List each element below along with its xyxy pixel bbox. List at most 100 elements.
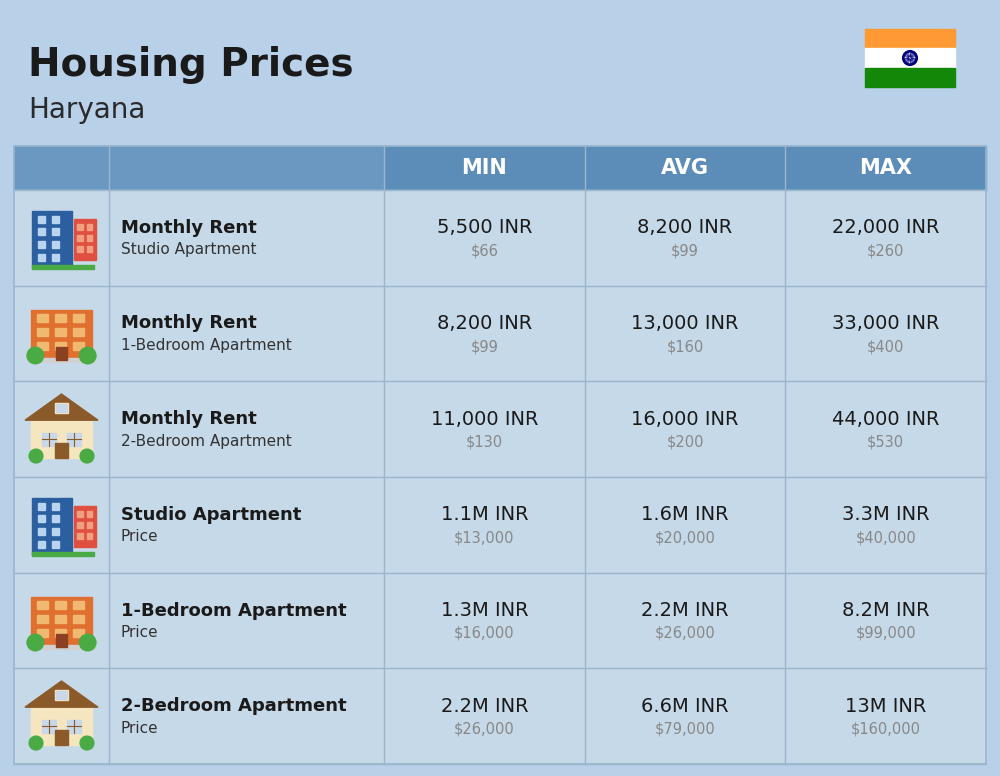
Text: $99: $99 xyxy=(470,339,498,354)
Bar xyxy=(55,730,68,745)
Bar xyxy=(73,601,84,609)
Bar xyxy=(55,601,66,609)
Bar xyxy=(52,216,59,223)
Text: Monthly Rent: Monthly Rent xyxy=(121,219,257,237)
Bar xyxy=(52,528,59,535)
Text: 1.1M INR: 1.1M INR xyxy=(441,505,528,525)
Text: $79,000: $79,000 xyxy=(655,722,715,736)
Text: 8,200 INR: 8,200 INR xyxy=(637,218,733,237)
Bar xyxy=(74,506,96,547)
Bar xyxy=(55,629,66,637)
Text: $99,000: $99,000 xyxy=(855,626,916,641)
Bar xyxy=(31,597,92,646)
Text: 11,000 INR: 11,000 INR xyxy=(431,410,538,428)
Bar xyxy=(14,146,384,190)
Bar xyxy=(52,228,59,235)
Text: $400: $400 xyxy=(867,339,904,354)
Bar xyxy=(14,573,986,668)
Text: Haryana: Haryana xyxy=(28,96,145,124)
Bar xyxy=(42,720,56,733)
Bar xyxy=(52,541,59,548)
Bar xyxy=(42,433,56,445)
Circle shape xyxy=(80,736,94,750)
Bar xyxy=(14,190,986,286)
Bar xyxy=(37,629,48,637)
Bar xyxy=(865,68,955,87)
Bar xyxy=(73,314,84,323)
Bar xyxy=(37,615,48,623)
Bar xyxy=(32,211,72,268)
Bar xyxy=(87,223,92,230)
Text: $20,000: $20,000 xyxy=(655,530,715,546)
Circle shape xyxy=(27,634,44,651)
Bar xyxy=(77,223,83,230)
Text: $26,000: $26,000 xyxy=(655,626,715,641)
Text: Price: Price xyxy=(121,529,159,544)
Text: 2.2M INR: 2.2M INR xyxy=(441,697,528,715)
Bar xyxy=(55,443,68,458)
Bar xyxy=(52,515,59,522)
Bar xyxy=(38,503,45,510)
Bar xyxy=(56,691,67,699)
Bar xyxy=(38,528,45,535)
Circle shape xyxy=(29,736,43,750)
Text: MAX: MAX xyxy=(859,158,912,178)
Circle shape xyxy=(905,54,915,63)
Bar xyxy=(37,328,48,336)
Text: 8,200 INR: 8,200 INR xyxy=(437,314,532,333)
Text: $16,000: $16,000 xyxy=(454,626,515,641)
Text: 13,000 INR: 13,000 INR xyxy=(631,314,739,333)
Bar xyxy=(87,511,92,517)
Bar xyxy=(38,241,45,248)
Text: $26,000: $26,000 xyxy=(454,722,515,736)
Bar xyxy=(31,421,92,458)
Bar xyxy=(28,359,95,362)
Bar xyxy=(56,634,67,646)
Text: 1.3M INR: 1.3M INR xyxy=(441,601,528,620)
Bar xyxy=(37,314,48,323)
Bar xyxy=(865,29,955,48)
Bar xyxy=(56,404,67,412)
Text: Studio Apartment: Studio Apartment xyxy=(121,506,301,524)
Text: Price: Price xyxy=(121,721,159,736)
Text: Price: Price xyxy=(121,625,159,640)
Text: Studio Apartment: Studio Apartment xyxy=(121,242,256,258)
Text: MIN: MIN xyxy=(461,158,507,178)
Bar xyxy=(32,265,94,269)
Text: $160: $160 xyxy=(666,339,704,354)
Text: 1-Bedroom Apartment: 1-Bedroom Apartment xyxy=(121,601,347,619)
Bar xyxy=(73,341,84,350)
Text: 6.6M INR: 6.6M INR xyxy=(641,697,729,715)
Bar xyxy=(14,146,986,190)
Text: $530: $530 xyxy=(867,435,904,449)
Bar xyxy=(77,246,83,252)
Bar xyxy=(67,433,81,445)
Bar xyxy=(55,615,66,623)
Text: $160,000: $160,000 xyxy=(851,722,921,736)
Circle shape xyxy=(29,449,43,463)
Circle shape xyxy=(79,634,96,651)
Bar xyxy=(37,341,48,350)
Text: $99: $99 xyxy=(671,244,699,258)
Bar xyxy=(73,328,84,336)
Text: 33,000 INR: 33,000 INR xyxy=(832,314,939,333)
Bar xyxy=(14,477,986,573)
Bar xyxy=(77,511,83,517)
Text: 44,000 INR: 44,000 INR xyxy=(832,410,939,428)
Text: 2.2M INR: 2.2M INR xyxy=(641,601,729,620)
Text: $13,000: $13,000 xyxy=(454,530,515,546)
Text: $260: $260 xyxy=(867,244,904,258)
Bar xyxy=(14,381,986,477)
Bar xyxy=(14,286,986,381)
Bar xyxy=(38,515,45,522)
Bar xyxy=(55,341,66,350)
Bar xyxy=(55,403,68,414)
Bar xyxy=(55,314,66,323)
Bar xyxy=(77,521,83,528)
Bar xyxy=(38,254,45,261)
Text: 3.3M INR: 3.3M INR xyxy=(842,505,929,525)
Text: Housing Prices: Housing Prices xyxy=(28,46,354,84)
Bar xyxy=(52,241,59,248)
Bar xyxy=(31,707,92,745)
Text: Monthly Rent: Monthly Rent xyxy=(121,314,257,332)
